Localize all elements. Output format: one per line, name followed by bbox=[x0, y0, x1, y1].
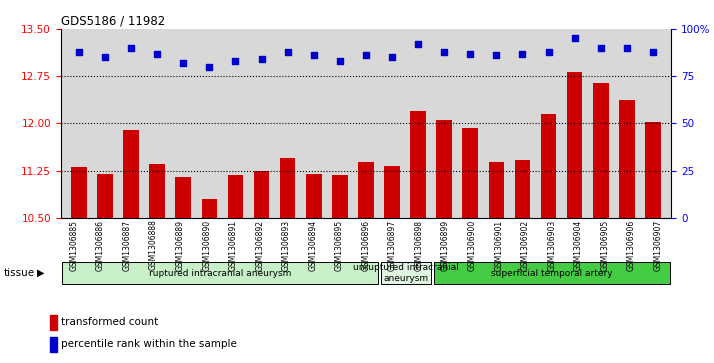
Bar bbox=[176, 177, 191, 218]
Point bbox=[334, 58, 346, 64]
Bar bbox=[253, 171, 269, 218]
Bar bbox=[463, 129, 478, 218]
Point bbox=[308, 53, 319, 58]
Text: GSM1306890: GSM1306890 bbox=[202, 220, 211, 271]
Bar bbox=[436, 120, 452, 218]
Point bbox=[282, 49, 293, 54]
Bar bbox=[593, 82, 608, 218]
Bar bbox=[411, 111, 426, 218]
Bar bbox=[384, 166, 400, 218]
Text: unruptured intracranial
aneurysm: unruptured intracranial aneurysm bbox=[353, 264, 458, 283]
Text: ruptured intracranial aneurysm: ruptured intracranial aneurysm bbox=[149, 269, 291, 278]
Text: transformed count: transformed count bbox=[61, 317, 159, 327]
Text: GSM1306906: GSM1306906 bbox=[627, 220, 636, 271]
Bar bbox=[381, 262, 431, 285]
Text: GSM1306899: GSM1306899 bbox=[441, 220, 450, 271]
Bar bbox=[71, 167, 87, 218]
Point bbox=[438, 49, 450, 54]
Text: GSM1306891: GSM1306891 bbox=[228, 220, 238, 270]
Point bbox=[595, 45, 606, 51]
Text: GSM1306886: GSM1306886 bbox=[96, 220, 105, 270]
Point bbox=[517, 51, 528, 57]
Point bbox=[386, 54, 398, 60]
Text: GSM1306902: GSM1306902 bbox=[521, 220, 530, 271]
Text: GSM1306901: GSM1306901 bbox=[494, 220, 503, 271]
Point bbox=[74, 49, 85, 54]
Point bbox=[256, 56, 267, 62]
Bar bbox=[228, 175, 243, 218]
Text: GSM1306896: GSM1306896 bbox=[361, 220, 371, 271]
Bar bbox=[332, 175, 348, 218]
Bar bbox=[306, 174, 321, 218]
Text: GSM1306894: GSM1306894 bbox=[308, 220, 317, 271]
Text: GSM1306904: GSM1306904 bbox=[574, 220, 583, 271]
Bar bbox=[97, 174, 113, 218]
Bar bbox=[50, 337, 57, 352]
Point bbox=[621, 45, 633, 51]
Point bbox=[465, 51, 476, 57]
Text: GSM1306889: GSM1306889 bbox=[176, 220, 185, 270]
Bar bbox=[201, 199, 217, 218]
Text: GSM1306893: GSM1306893 bbox=[282, 220, 291, 271]
Text: ▶: ▶ bbox=[37, 268, 45, 278]
Bar bbox=[280, 158, 296, 218]
Bar bbox=[645, 122, 660, 218]
Text: GSM1306892: GSM1306892 bbox=[256, 220, 264, 270]
Text: GSM1306898: GSM1306898 bbox=[415, 220, 423, 270]
Bar bbox=[567, 72, 583, 218]
Point bbox=[178, 60, 189, 66]
Text: GSM1306907: GSM1306907 bbox=[653, 220, 663, 271]
Bar bbox=[358, 162, 373, 218]
Point bbox=[543, 49, 554, 54]
Text: GSM1306905: GSM1306905 bbox=[600, 220, 609, 271]
Bar bbox=[540, 114, 556, 218]
Text: GSM1306885: GSM1306885 bbox=[69, 220, 79, 270]
Text: GSM1306900: GSM1306900 bbox=[468, 220, 476, 271]
Text: percentile rank within the sample: percentile rank within the sample bbox=[61, 339, 237, 349]
Text: superficial temporal artery: superficial temporal artery bbox=[491, 269, 613, 278]
Point bbox=[569, 36, 580, 41]
Bar bbox=[149, 164, 165, 218]
Point bbox=[99, 54, 111, 60]
Bar bbox=[619, 99, 635, 218]
Point bbox=[203, 64, 215, 70]
Point bbox=[647, 49, 658, 54]
Bar bbox=[62, 262, 378, 285]
Text: GSM1306895: GSM1306895 bbox=[335, 220, 344, 271]
Bar bbox=[124, 130, 139, 218]
Point bbox=[230, 58, 241, 64]
Bar bbox=[50, 315, 57, 330]
Point bbox=[126, 45, 137, 51]
Text: GSM1306897: GSM1306897 bbox=[388, 220, 397, 271]
Text: GSM1306888: GSM1306888 bbox=[149, 220, 158, 270]
Point bbox=[151, 51, 163, 57]
Text: GDS5186 / 11982: GDS5186 / 11982 bbox=[61, 15, 165, 28]
Text: GSM1306887: GSM1306887 bbox=[123, 220, 131, 270]
Text: tissue: tissue bbox=[4, 268, 35, 278]
Bar bbox=[488, 162, 504, 218]
Point bbox=[360, 53, 371, 58]
Point bbox=[491, 53, 502, 58]
Text: GSM1306903: GSM1306903 bbox=[547, 220, 556, 271]
Point bbox=[413, 41, 424, 47]
Bar bbox=[515, 160, 531, 218]
Bar bbox=[433, 262, 670, 285]
